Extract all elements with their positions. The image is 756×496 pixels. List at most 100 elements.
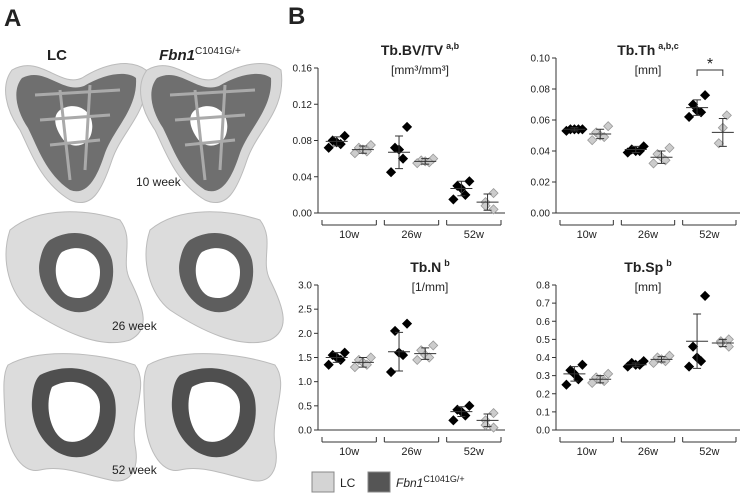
y-tick-label: 0.10 xyxy=(531,54,551,65)
error-bar xyxy=(395,331,404,372)
x-tick-label: 52w xyxy=(464,446,484,458)
x-tick-label: 52w xyxy=(699,446,719,458)
data-point xyxy=(696,107,707,118)
data-point xyxy=(684,111,695,122)
row-label: 26 week xyxy=(112,319,158,333)
error-bar xyxy=(693,313,702,369)
data-point xyxy=(488,204,499,215)
data-point xyxy=(401,318,413,329)
data-point xyxy=(397,350,409,361)
column-header: Fbn1C1041G/+ xyxy=(159,46,241,64)
y-tick-label: 0.16 xyxy=(293,64,313,75)
data-point xyxy=(488,408,499,419)
data-point xyxy=(464,400,475,411)
legend-label: LC xyxy=(340,476,356,490)
data-point xyxy=(700,90,711,101)
y-tick-label: 0.08 xyxy=(293,136,313,147)
data-point xyxy=(323,142,334,153)
x-tick-label: 26w xyxy=(638,229,658,241)
x-tick-label: 26w xyxy=(401,229,421,241)
unit-label: [mm] xyxy=(635,280,662,294)
bone-image xyxy=(145,211,284,344)
y-tick-label: 2.0 xyxy=(298,329,312,340)
data-point xyxy=(460,189,471,200)
data-point xyxy=(561,379,572,390)
y-tick-label: 0.02 xyxy=(531,178,551,189)
data-point xyxy=(452,180,463,191)
legend-text: LC xyxy=(340,476,356,490)
data-point xyxy=(424,157,435,168)
error-bar xyxy=(657,150,666,164)
y-tick-label: 0.5 xyxy=(298,401,312,412)
data-point xyxy=(723,341,734,352)
y-tick-label: 0.04 xyxy=(531,147,551,158)
data-point xyxy=(349,362,360,373)
error-bar xyxy=(457,406,466,417)
error-bar xyxy=(570,366,579,382)
error-bar xyxy=(332,136,341,147)
bone-image xyxy=(3,353,142,482)
error-bar xyxy=(332,352,341,363)
error-bar xyxy=(457,180,466,197)
data-point xyxy=(397,153,409,164)
row-label: 52 week xyxy=(112,463,158,477)
data-point xyxy=(700,290,711,301)
error-bar xyxy=(596,128,605,140)
data-point xyxy=(721,110,732,121)
y-tick-label: 0.00 xyxy=(293,209,313,220)
data-point xyxy=(603,368,614,379)
data-point xyxy=(696,356,707,367)
data-point xyxy=(648,158,659,169)
x-tick-label: 10w xyxy=(577,446,597,458)
chart-title: Tb.BV/TV a,b xyxy=(381,41,460,58)
panel-label: A xyxy=(4,5,21,32)
data-point xyxy=(448,415,459,426)
significance-bracket xyxy=(696,69,724,76)
data-point xyxy=(622,147,633,158)
error-bar xyxy=(657,356,666,363)
y-tick-label: 0.4 xyxy=(536,353,550,364)
x-tick-label: 10w xyxy=(339,229,359,241)
data-point xyxy=(428,340,439,351)
y-tick-label: 3.0 xyxy=(298,281,312,292)
x-tick-label: 26w xyxy=(401,446,421,458)
data-point xyxy=(323,359,334,370)
data-point xyxy=(460,410,471,421)
title-text: Tb.Th xyxy=(617,42,655,58)
y-tick-label: 0.0 xyxy=(298,426,312,437)
data-point xyxy=(587,135,598,146)
error-bar xyxy=(718,338,727,348)
legend-swatch xyxy=(367,471,391,493)
data-point xyxy=(648,357,659,369)
y-tick-label: 0.8 xyxy=(536,281,550,292)
title-sup: a,b,c xyxy=(658,41,679,51)
unit-label: [mm] xyxy=(635,63,662,77)
y-tick-label: 0.08 xyxy=(531,85,551,96)
title-text: Tb.Sp xyxy=(624,259,663,275)
annotation: * xyxy=(707,56,713,73)
y-tick-label: 0.5 xyxy=(536,335,550,346)
unit-label: [mm³/mm³] xyxy=(391,63,449,77)
data-point xyxy=(664,142,675,153)
column-header: LC xyxy=(47,47,67,64)
bone-image xyxy=(4,62,149,205)
bone-image xyxy=(143,353,282,482)
error-bar xyxy=(395,135,404,170)
error-bar xyxy=(631,145,640,154)
y-tick-label: 0.04 xyxy=(293,172,313,183)
x-tick-label: 52w xyxy=(699,229,719,241)
error-bar xyxy=(421,158,430,165)
x-tick-label: 26w xyxy=(638,446,658,458)
error-bar xyxy=(596,375,605,384)
data-point xyxy=(688,99,699,110)
y-tick-label: 0.6 xyxy=(536,317,550,328)
legend-label: Fbn1C1041G/+ xyxy=(396,474,465,490)
data-point xyxy=(713,138,724,149)
data-point xyxy=(577,359,588,370)
data-point xyxy=(488,422,499,433)
title-sup: a,b xyxy=(446,41,460,51)
error-bar xyxy=(358,357,367,368)
y-tick-label: 0.0 xyxy=(536,426,550,437)
y-tick-label: 1.0 xyxy=(298,377,312,388)
title-text: Tb.N xyxy=(410,259,441,275)
